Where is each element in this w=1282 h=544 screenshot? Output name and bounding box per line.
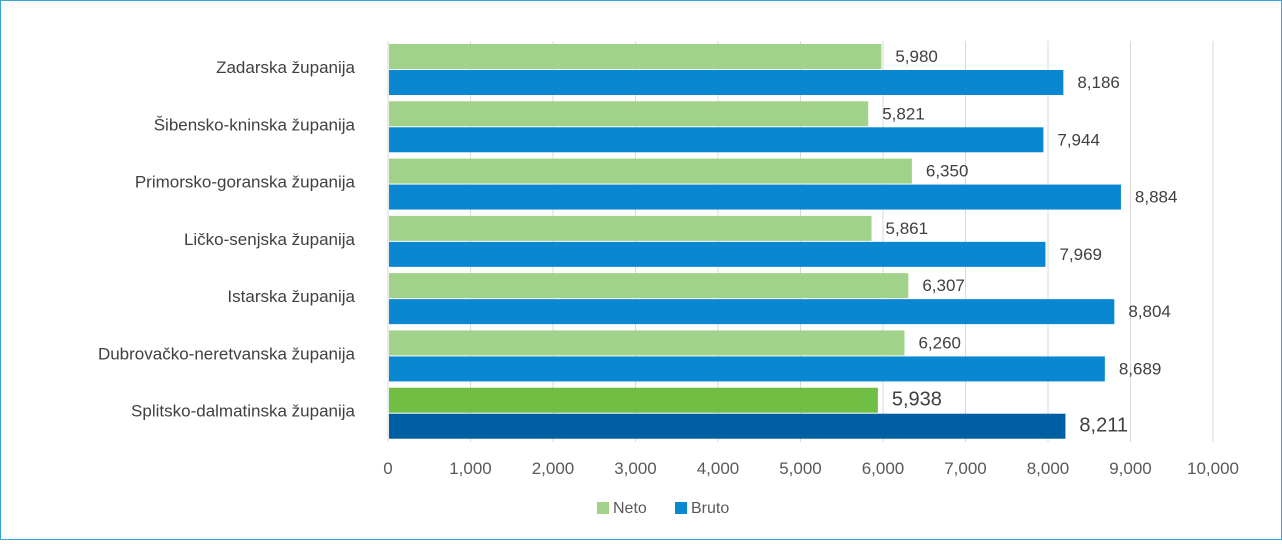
bar-neto xyxy=(389,387,878,413)
x-tick-label: 3,000 xyxy=(614,459,657,478)
bar-neto xyxy=(389,44,882,69)
gridlines xyxy=(387,41,1214,442)
value-label-bruto: 8,804 xyxy=(1128,302,1171,321)
value-label-neto: 5,980 xyxy=(895,47,938,66)
bars xyxy=(389,44,1121,439)
legend-label-neto: Neto xyxy=(613,500,647,517)
value-label-bruto: 8,186 xyxy=(1077,73,1120,92)
value-label-neto: 6,307 xyxy=(922,276,965,295)
value-label-neto: 5,861 xyxy=(886,219,929,238)
value-label-neto: 5,938 xyxy=(892,389,942,411)
bar-bruto xyxy=(389,299,1115,325)
value-label-neto: 6,260 xyxy=(918,333,961,352)
bar-bruto xyxy=(389,413,1066,439)
x-axis-tick-labels: 0 1,000 2,000 3,000 4,000 5,000 6,000 7,000 8,00… xyxy=(383,459,1239,478)
bar-bruto xyxy=(389,127,1044,153)
category-label: Dubrovačko-neretvanska županija xyxy=(98,344,356,363)
x-tick-label: 7,000 xyxy=(944,459,987,478)
value-label-bruto: 8,211 xyxy=(1079,415,1128,437)
bar-bruto xyxy=(389,241,1046,267)
bar-neto xyxy=(389,158,912,184)
bar-bruto xyxy=(389,184,1121,210)
category-label: Ličko-senjska županija xyxy=(184,230,356,249)
category-label: Zadarska županija xyxy=(216,58,355,77)
value-label-bruto: 8,884 xyxy=(1135,188,1178,207)
value-label-neto: 6,350 xyxy=(926,162,969,181)
bar-bruto xyxy=(389,70,1064,95)
value-label-bruto: 7,969 xyxy=(1059,245,1102,264)
category-label: Splitsko-dalmatinska županija xyxy=(131,402,355,421)
x-tick-label: 5,000 xyxy=(779,459,822,478)
x-tick-label: 2,000 xyxy=(532,459,575,478)
x-tick-label: 10,000 xyxy=(1187,459,1239,478)
value-labels: 5,980 8,186 5,821 7,944 6,350 8,884 5,861 7,969… xyxy=(882,47,1177,437)
bar-neto xyxy=(389,101,869,127)
legend-label-bruto: Bruto xyxy=(691,500,729,517)
category-label: Šibensko-kninska županija xyxy=(154,115,356,134)
x-tick-label: 6,000 xyxy=(862,459,905,478)
value-label-bruto: 7,944 xyxy=(1057,130,1100,149)
legend-swatch-neto xyxy=(597,502,609,514)
legend: Neto Bruto xyxy=(597,500,729,517)
x-tick-label: 1,000 xyxy=(449,459,492,478)
x-tick-label: 4,000 xyxy=(697,459,740,478)
value-label-neto: 5,821 xyxy=(882,104,925,123)
category-label: Istarska županija xyxy=(227,287,355,306)
bar-neto xyxy=(389,273,909,299)
value-label-bruto: 8,689 xyxy=(1119,359,1162,378)
bar-neto xyxy=(389,215,872,241)
x-tick-label: 8,000 xyxy=(1027,459,1070,478)
bar-bruto xyxy=(389,356,1105,382)
bar-neto xyxy=(389,330,905,356)
x-tick-label: 0 xyxy=(383,459,392,478)
legend-swatch-bruto xyxy=(675,502,687,514)
x-tick-label: 9,000 xyxy=(1109,459,1152,478)
category-label: Primorsko-goranska županija xyxy=(135,173,356,192)
category-labels: Zadarska županija Šibensko-kninska župani… xyxy=(98,58,356,421)
